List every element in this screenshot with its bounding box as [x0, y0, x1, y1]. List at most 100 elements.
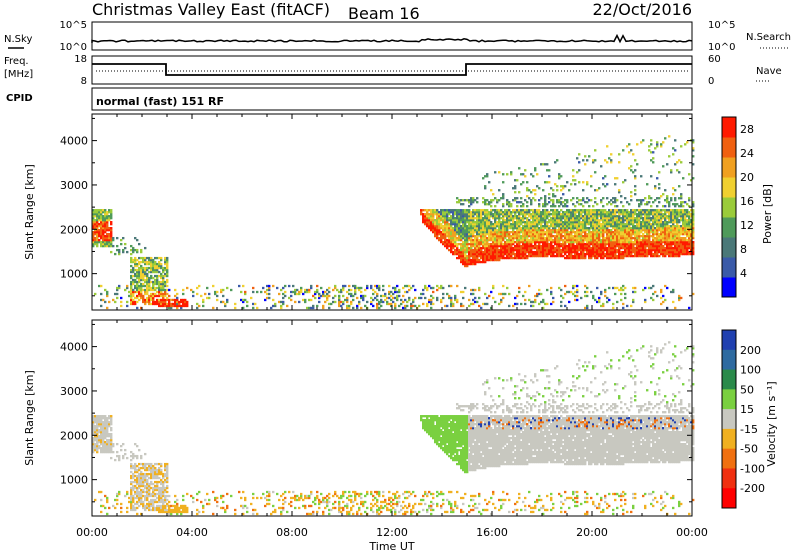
power-cell [620, 242, 623, 246]
power-cell [672, 248, 675, 252]
power-cell [666, 234, 669, 238]
power-cell [528, 223, 531, 226]
power-cell [434, 221, 437, 224]
power-cell [254, 302, 257, 306]
power-cell [508, 250, 511, 254]
power-cell [464, 234, 467, 238]
power-cell [468, 232, 471, 236]
power-cell [468, 225, 471, 228]
power-cell [106, 219, 109, 222]
power-cell [514, 185, 517, 188]
velocity-cell [100, 417, 103, 420]
power-cell [544, 250, 547, 254]
power-cell [632, 153, 635, 156]
power-cell [658, 221, 661, 224]
power-cell [632, 213, 635, 216]
power-cell [410, 304, 413, 308]
power-cell [530, 246, 533, 250]
power-cell [164, 280, 167, 284]
power-cell [144, 290, 147, 294]
power-cell [140, 290, 143, 294]
power-cell [570, 256, 573, 260]
power-cell [516, 246, 519, 250]
power-cell [160, 298, 163, 302]
power-cell [610, 248, 613, 252]
power-cell [610, 254, 613, 258]
power-cell [494, 240, 497, 244]
power-cell [660, 195, 663, 198]
power-cell [652, 221, 655, 224]
power-cell [442, 213, 445, 216]
power-cell [96, 244, 99, 248]
power-cell [158, 300, 161, 304]
power-cell [540, 240, 543, 244]
power-cell [692, 201, 695, 204]
velocity-cell [114, 458, 117, 462]
power-cell [618, 219, 621, 222]
power-cell [546, 232, 549, 236]
power-cell [530, 221, 533, 224]
power-cell [574, 225, 577, 228]
power-cell [690, 232, 693, 236]
power-cell [464, 246, 467, 250]
power-cell [600, 213, 603, 216]
power-cell [546, 242, 549, 246]
power-cell [558, 215, 561, 218]
power-cell [92, 225, 95, 228]
power-cell [130, 298, 133, 302]
power-cell [602, 256, 605, 260]
power-cell [554, 195, 557, 198]
power-cell [622, 244, 625, 248]
power-cell [654, 199, 657, 202]
power-cell [166, 292, 169, 296]
power-cell [124, 288, 127, 292]
power-cell [614, 238, 617, 242]
power-cell [634, 246, 637, 250]
power-cell [596, 203, 599, 206]
power-cell [524, 175, 527, 178]
power-cell [498, 254, 501, 258]
power-cell [664, 252, 667, 256]
power-cell [516, 250, 519, 254]
power-cell [560, 294, 563, 298]
power-cell [672, 230, 675, 234]
power-cell [460, 228, 463, 232]
power-cell [618, 221, 621, 224]
power-cell [594, 240, 597, 244]
power-cell [684, 250, 687, 254]
power-cell [284, 294, 287, 298]
velocity-cell [92, 438, 95, 442]
power-cell [524, 302, 527, 306]
power-cell [426, 215, 429, 218]
power-cell [480, 217, 483, 220]
velocity-cell [108, 417, 111, 420]
power-cell [614, 205, 617, 208]
power-cell [550, 234, 553, 238]
power-cell [534, 225, 537, 228]
power-cell [160, 284, 163, 288]
power-cell [518, 209, 521, 212]
power-cell [662, 215, 665, 218]
power-cell [656, 248, 659, 252]
power-cell [98, 215, 101, 218]
power-cell [634, 169, 637, 172]
power-cell [626, 215, 629, 218]
power-cell [448, 232, 451, 236]
power-cell [558, 286, 561, 290]
power-cell [564, 223, 567, 226]
power-cell [154, 278, 157, 282]
power-cell [160, 280, 163, 284]
power-cell [146, 260, 149, 264]
power-cell [514, 234, 517, 238]
power-cell [628, 238, 631, 242]
power-cell [426, 304, 429, 308]
power-cell [598, 238, 601, 242]
power-cell [560, 248, 563, 252]
velocity-cell [130, 490, 133, 494]
power-cell [664, 213, 667, 216]
power-cell [502, 238, 505, 242]
power-cell [298, 290, 301, 294]
power-cell [130, 260, 133, 264]
power-cell [560, 288, 563, 292]
power-cell [376, 284, 379, 288]
